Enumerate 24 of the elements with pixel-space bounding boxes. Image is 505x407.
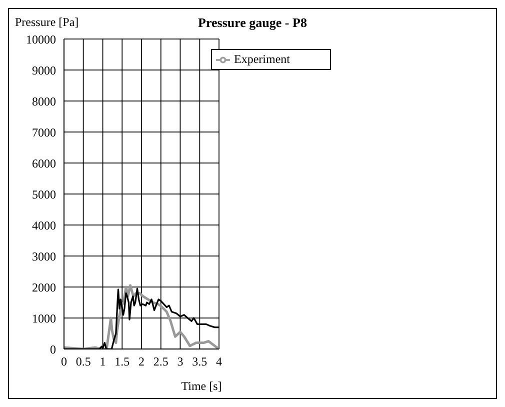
x-tick-label: 0.5: [76, 354, 91, 369]
x-tick-label: 1: [100, 354, 106, 369]
y-tick-label: 2000: [32, 280, 56, 294]
x-tick-label: 2: [138, 354, 144, 369]
legend-label: Experiment: [234, 52, 290, 66]
y-tick-label: 8000: [32, 94, 56, 108]
y-tick-label: 9000: [32, 63, 56, 78]
x-tick-label: 1.5: [114, 354, 130, 369]
y-tick-label: 6000: [32, 156, 56, 170]
y-tick-label: 4000: [32, 218, 56, 232]
x-tick-label: 4: [216, 354, 222, 369]
x-tick-label: 3.5: [192, 354, 208, 369]
x-axis-title: Time [s]: [180, 379, 223, 394]
text: Pressure gauge - P8: [198, 15, 307, 30]
y-tick-label: 5000: [32, 187, 56, 202]
y-tick-label: 10000: [26, 32, 56, 46]
y-tick-label: 7000: [32, 125, 56, 140]
y-axis-title: Pressure [Pa]: [15, 15, 79, 30]
x-tick-label: 2.5: [153, 354, 168, 369]
y-tick-label: 3000: [32, 249, 56, 264]
y-tick-label: 1000: [32, 311, 56, 326]
x-tick-label: 0: [61, 354, 67, 369]
y-tick-label: 0: [50, 342, 56, 356]
x-tick-label: 3: [177, 354, 184, 369]
